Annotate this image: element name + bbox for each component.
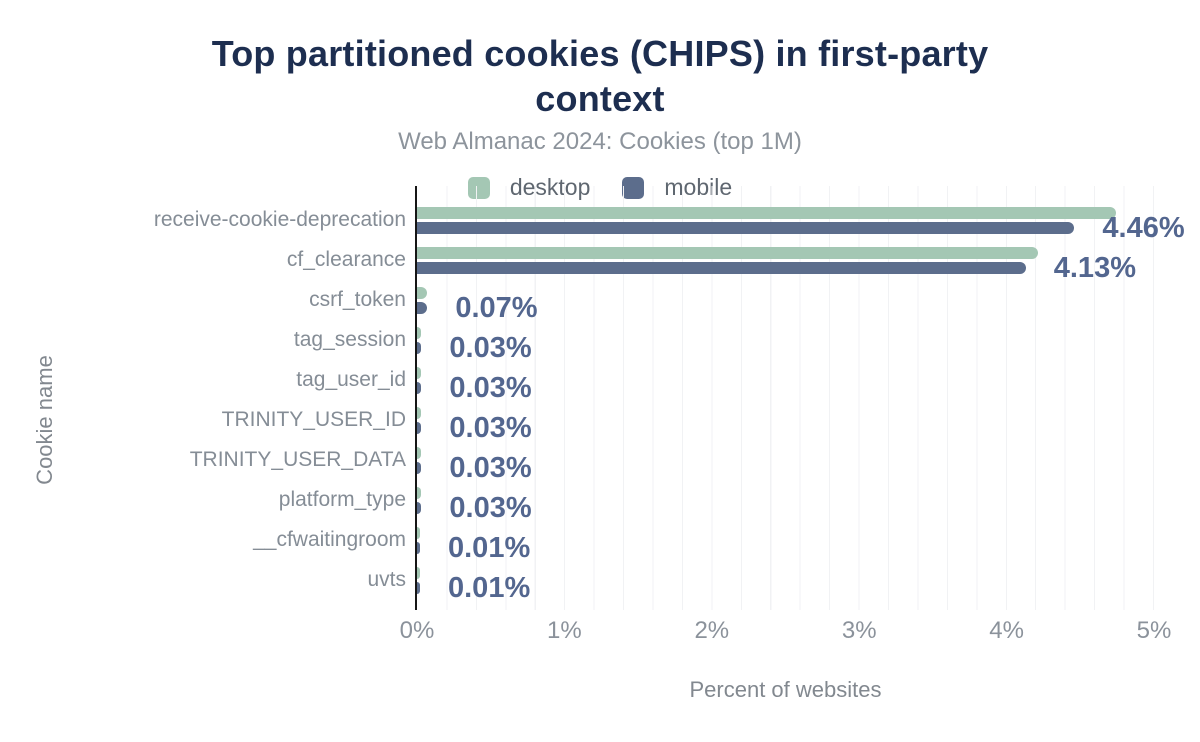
x-tick-label: 3% (841, 617, 877, 644)
category-label: csrf_token (309, 288, 406, 311)
chart-title: Top partitioned cookies (CHIPS) in first… (0, 31, 1200, 121)
value-label: 4.13% (1053, 252, 1136, 284)
category-label: TRINITY_USER_DATA (189, 448, 406, 471)
x-axis-ticks: 0% 1% 2% 3% 4% 5% (400, 617, 1172, 647)
value-label: 4.46% (1102, 212, 1185, 244)
mobile-bar (417, 382, 422, 394)
value-label: 0.03% (449, 332, 532, 364)
category-label: cf_clearance (286, 248, 406, 271)
value-label: 0.01% (448, 572, 531, 604)
value-label: 0.03% (449, 412, 532, 444)
category-label: uvts (367, 568, 406, 591)
x-tick-label: 2% (694, 617, 730, 644)
x-axis-title: Percent of websites (689, 677, 882, 702)
bar-row: 0.03% (417, 480, 1154, 524)
mobile-bar (417, 342, 422, 354)
bar-row: 0.03% (417, 440, 1154, 484)
category-label: tag_session (293, 328, 406, 351)
category-label: receive-cookie-deprecation (153, 208, 406, 231)
desktop-bar (417, 407, 422, 419)
plot-rows: 4.46% 4.13% 0.07% 0.03% 0.03% 0.03% 0.03% 0.03%… (417, 200, 1185, 604)
bar-row: 0.07% (417, 280, 1154, 324)
desktop-bar (417, 527, 420, 539)
bar-row: 4.46% (417, 200, 1185, 243)
x-tick-label: 5% (1136, 617, 1172, 644)
bar-row: 0.03% (417, 400, 1154, 444)
mobile-bar (417, 422, 422, 434)
y-axis-line (415, 186, 417, 610)
bar-row: 0.01% (417, 520, 1154, 564)
desktop-bar (417, 247, 1038, 259)
mobile-bar (417, 262, 1026, 274)
mobile-bar (417, 502, 422, 514)
desktop-bar (417, 327, 422, 339)
desktop-bar (417, 207, 1116, 219)
chart-title-line-1: Top partitioned cookies (CHIPS) in first… (211, 33, 989, 74)
mobile-bar (417, 302, 428, 314)
category-label: platform_type (278, 488, 406, 511)
value-label: 0.03% (449, 492, 532, 524)
x-tick-label: 0% (399, 617, 435, 644)
value-label: 0.03% (449, 452, 532, 484)
mobile-bar (417, 462, 422, 474)
value-label: 0.03% (449, 372, 532, 404)
bar-row: 4.13% (417, 240, 1154, 284)
category-label: __cfwaitingroom (253, 528, 406, 551)
bar-row: 0.03% (417, 360, 1154, 404)
value-label: 0.07% (455, 292, 538, 324)
mobile-bar (417, 222, 1075, 234)
desktop-bar (417, 487, 422, 499)
desktop-bar (417, 567, 420, 579)
y-axis-title: Cookie name (32, 355, 57, 485)
x-tick-label: 4% (989, 617, 1024, 644)
bar-row: 0.03% (417, 320, 1154, 364)
category-label: tag_user_id (296, 368, 406, 391)
desktop-bar (417, 367, 422, 379)
chart-title-line-2: context (535, 78, 665, 119)
value-label: 0.01% (448, 532, 531, 564)
chart-subtitle: Web Almanac 2024: Cookies (top 1M) (398, 128, 802, 155)
bar-row: 0.01% (417, 560, 1154, 604)
mobile-bar (417, 582, 420, 594)
x-tick-label: 1% (547, 617, 582, 644)
category-label: TRINITY_USER_ID (221, 408, 406, 431)
mobile-bar (417, 542, 420, 554)
desktop-bar (417, 287, 428, 299)
desktop-bar (417, 447, 422, 459)
